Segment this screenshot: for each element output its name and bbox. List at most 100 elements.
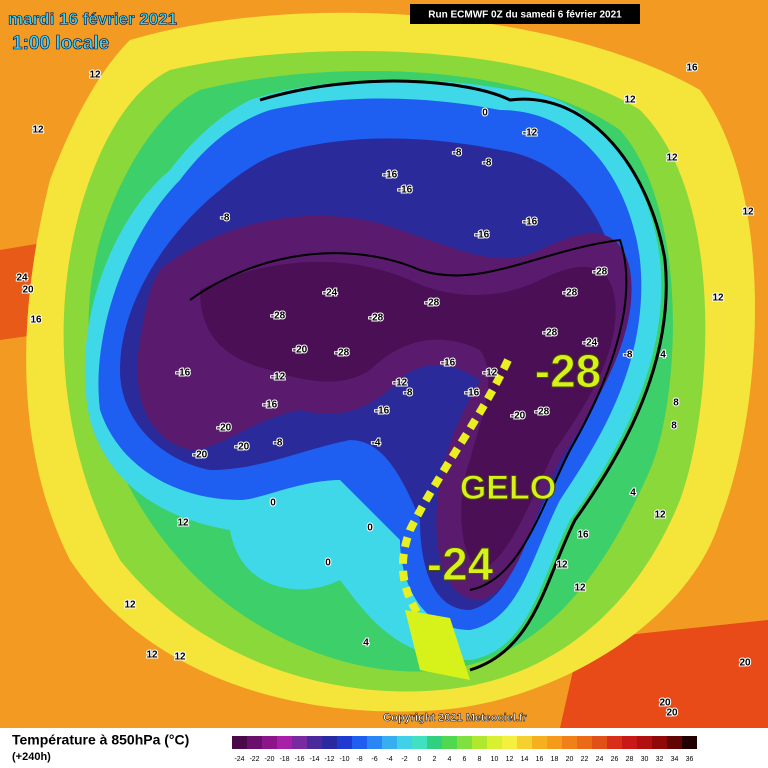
- colorbar-swatch: [277, 736, 292, 749]
- colorbar-label: -24: [234, 756, 244, 763]
- contour-label: -28: [593, 267, 608, 278]
- isotherm: [189, 238, 628, 591]
- colorbar-swatch: [412, 736, 427, 749]
- contour-label: 0: [270, 498, 276, 509]
- contour-label: 12: [177, 518, 189, 529]
- deep-purple-zone: [200, 261, 616, 570]
- contour-label: 20: [739, 658, 751, 669]
- contour-label: -16: [475, 230, 490, 241]
- contour-label: -16: [375, 406, 390, 417]
- colorbar-swatch: [397, 736, 412, 749]
- contour-label: 0: [325, 558, 331, 569]
- colorbar-swatch: [442, 736, 457, 749]
- colorbar-swatch: [457, 736, 472, 749]
- run-box: [410, 4, 640, 24]
- colorbar-swatch: [322, 736, 337, 749]
- zero-isotherm: [259, 79, 668, 672]
- colorbar-label: -4: [386, 756, 392, 763]
- contour-label: 16: [577, 530, 589, 541]
- contour-label: -12: [393, 378, 408, 389]
- colorbar-swatch: [307, 736, 322, 749]
- contour-label: -16: [383, 170, 398, 181]
- contour-label: 16: [30, 315, 42, 326]
- contour-label: -24: [323, 288, 338, 299]
- contour-label: 20: [659, 698, 671, 709]
- contour-label: 4: [363, 638, 369, 649]
- colorbar-label: -10: [339, 756, 349, 763]
- valid-time: 1:00 locale: [12, 33, 109, 54]
- contour-label: 24: [16, 273, 28, 284]
- contour-label: 12: [742, 207, 754, 218]
- valid-date: mardi 16 février 2021: [8, 9, 177, 28]
- colorbar-swatch: [487, 736, 502, 749]
- contour-label: 12: [574, 583, 586, 594]
- copyright: Copyright 2021 Meteociel.fr: [383, 712, 527, 724]
- contour-label: 12: [89, 70, 101, 81]
- contour-label: 0: [367, 523, 373, 534]
- contour-label: -8: [624, 350, 633, 361]
- contour-label: 12: [32, 125, 44, 136]
- colorbar-swatch: [577, 736, 592, 749]
- colorbar-label: 24: [596, 756, 604, 763]
- colorbar-swatch: [472, 736, 487, 749]
- colorbar-label: -2: [401, 756, 407, 763]
- colorbar-label: 36: [686, 756, 694, 763]
- contour-label: -20: [293, 345, 308, 356]
- colorbar-swatch: [352, 736, 367, 749]
- contour-label: -16: [441, 358, 456, 369]
- contour-label: -8: [274, 438, 283, 449]
- colorbar-label: 22: [581, 756, 589, 763]
- contour-label: 12: [624, 95, 636, 106]
- colorbar-label: 16: [536, 756, 544, 763]
- annotation: -28: [535, 345, 601, 397]
- arrow-head: [405, 610, 470, 680]
- contour-label: 12: [654, 510, 666, 521]
- colorbar-swatch: [562, 736, 577, 749]
- colorbar-label: 12: [506, 756, 514, 763]
- colorbar-swatch: [292, 736, 307, 749]
- contour-label: -28: [425, 298, 440, 309]
- colorbar-swatch: [337, 736, 352, 749]
- colorbar-label: -6: [371, 756, 377, 763]
- contour-label: 20: [666, 708, 678, 719]
- contour-label: -4: [372, 438, 381, 449]
- colorbar-label: -20: [264, 756, 274, 763]
- contour-label: -8: [404, 388, 413, 399]
- colorbar-swatch: [637, 736, 652, 749]
- contour-label: -20: [193, 450, 208, 461]
- colorbar-label: -18: [279, 756, 289, 763]
- colorbar-label: -8: [356, 756, 362, 763]
- contour-label: -8: [221, 213, 230, 224]
- colorbar-swatch: [667, 736, 682, 749]
- contour-label: -24: [583, 338, 598, 349]
- footer-lead: (+240h): [12, 751, 51, 763]
- contour-label: -16: [523, 217, 538, 228]
- colorbar-label: -22: [249, 756, 259, 763]
- contour-label: -20: [235, 442, 250, 453]
- colorbar-label: 26: [611, 756, 619, 763]
- footer-title: Température à 850hPa (°C): [12, 732, 189, 748]
- colorbar-swatch: [502, 736, 517, 749]
- colorbar-swatch: [547, 736, 562, 749]
- contour-label: -28: [563, 288, 578, 299]
- contour-label: -28: [271, 311, 286, 322]
- colorbar-label: 18: [551, 756, 559, 763]
- colorbar-label: -16: [294, 756, 304, 763]
- contour-label: -16: [465, 388, 480, 399]
- colorbar-label: 14: [521, 756, 529, 763]
- colorbar-swatch: [517, 736, 532, 749]
- contour-label: -20: [217, 423, 232, 434]
- contour-label: 12: [124, 600, 136, 611]
- colorbar-label: 30: [641, 756, 649, 763]
- colorbar-swatch: [262, 736, 277, 749]
- colorbar-swatch: [652, 736, 667, 749]
- contour-label: -12: [523, 128, 538, 139]
- contour-label: 12: [556, 560, 568, 571]
- contour-label: 8: [671, 421, 677, 432]
- contour-label: -16: [176, 368, 191, 379]
- contour-label: -28: [543, 328, 558, 339]
- contour-label: -28: [369, 313, 384, 324]
- colorbar-label: 0: [418, 756, 422, 763]
- contour-label: -12: [483, 368, 498, 379]
- contour-label: -8: [453, 148, 462, 159]
